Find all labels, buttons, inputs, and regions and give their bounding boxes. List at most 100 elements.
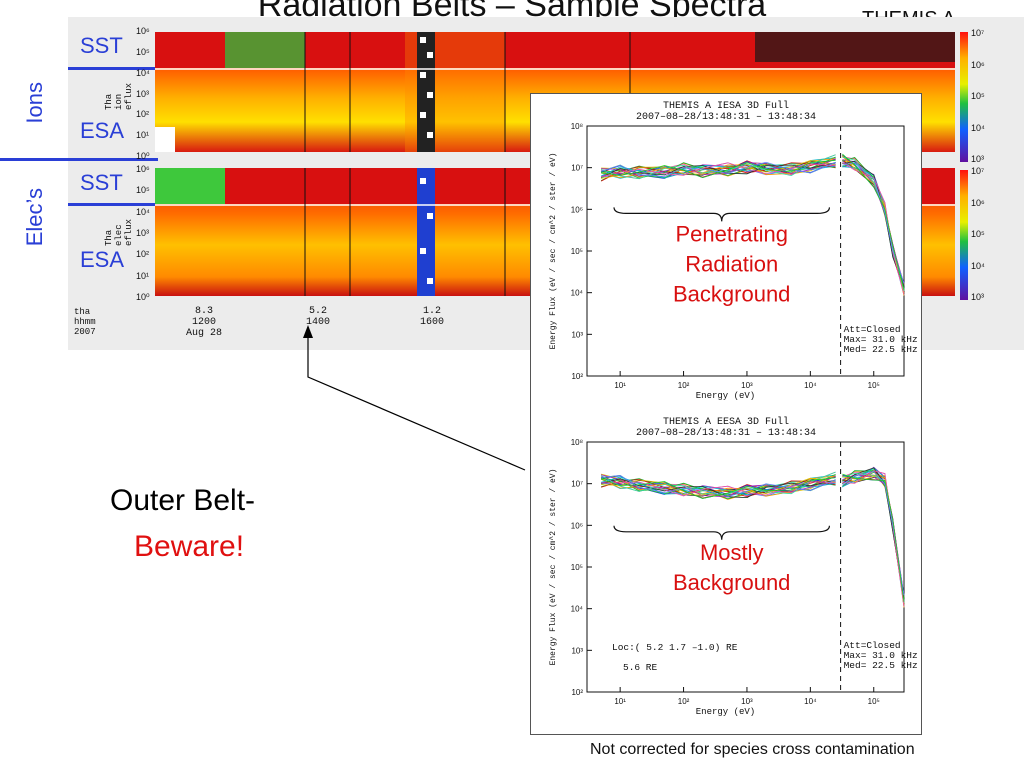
plot0-series-high [842,155,905,289]
elec-spec-y-tick: 10⁵ [136,185,150,196]
plot1-ytick-label: 10⁶ [571,521,583,530]
time-label-1200: 8.3 1200 Aug 28 [185,306,222,339]
plot0-ytick-label: 10⁶ [571,205,583,214]
plot0-annotation-line: Radiation [685,251,778,276]
plot0-annotation-line: Penetrating [675,221,788,246]
plot1-annotation-line: Mostly [700,540,764,565]
divider-ion-elec [0,158,158,161]
plot1-series-high [842,473,905,602]
elec-spec-y-tick: 10¹ [136,270,150,281]
plot0-series-low [601,159,836,179]
plot0-subtitle: 2007–08–28/13:48:31 – 13:48:34 [636,111,816,123]
ion-cb-tick: 10⁶ [971,59,985,70]
plot1-xtick-label: 10² [678,697,690,706]
elec-spec-y-tick: 10² [136,249,150,260]
spectra-plots: THEMIS A IESA 3D Full2007–08–28/13:48:31… [549,100,918,717]
plot0-annotation-line: Background [673,281,790,306]
ion-cb-tick: 10⁷ [971,28,985,38]
plot0-xtick-label: 10² [678,381,690,390]
plot1-ytick-label: 10³ [571,646,583,655]
elec-spec-y-tick: 10⁰ [136,292,150,302]
plot0-series-high [842,153,905,290]
sst-elec-label: SST [80,170,123,195]
elec-spec-y-tick: 10³ [136,228,150,238]
plot1-loc-line2: 5.6 RE [623,662,658,673]
plot0-series-low [601,162,836,178]
plot1-xtick-label: 10¹ [614,697,626,706]
esa-elec-label: ESA [80,247,125,272]
plot1-subtitle: 2007–08–28/13:48:31 – 13:48:34 [636,427,816,439]
plot0-series-high [842,155,905,293]
ion-spec-y-tick: 10⁴ [136,67,150,78]
beware-callout: Beware! [134,530,245,563]
plot1-info-line: Max= 31.0 kHz [844,650,918,661]
plot1-xtick-label: 10⁵ [868,697,880,706]
plot0-ytick-label: 10³ [571,330,583,339]
ion-spec-y-tick: 10⁰ [136,151,150,161]
ion-spec-y-tick: 10⁵ [136,46,150,57]
ion-spectrogram [155,32,955,152]
plot1-title: THEMIS A EESA 3D Full [663,416,789,428]
plot0-series-high [842,160,905,287]
elec-cb-tick: 10³ [971,292,985,302]
plot1-xlabel: Energy (eV) [696,707,755,717]
plot1-ylabel: Energy Flux (eV / sec / cm^2 / ster / eV… [549,469,558,666]
plot0-ylabel: Energy Flux (eV / sec / cm^2 / ster / eV… [549,153,558,350]
elec-spec-y-tick: 10⁶ [136,164,150,174]
plot0-series-high [842,162,905,295]
plot1-ytick-label: 10² [571,688,583,697]
plot0-ytick-label: 10⁴ [571,289,584,298]
plot0-brace [613,207,831,222]
plot0-series-high [842,160,905,291]
plot1-series-high [842,470,905,607]
sst-ion-label: SST [80,33,123,58]
esa-ion-label: ESA [80,118,125,143]
plot1-ytick-label: 10⁴ [571,605,584,614]
elec-cb-tick: 10⁴ [971,260,985,271]
elec-cb-tick: 10⁷ [971,166,985,176]
plot0-series-high [842,160,905,285]
plot0-ytick-label: 10⁵ [571,247,583,256]
plot1-info-line: Att=Closed [844,640,901,651]
plot1-brace [613,525,831,540]
spectra-inset: THEMIS A IESA 3D Full 2007–08–28/13:48:31… [530,93,922,735]
elec-cb-tick: 10⁶ [971,197,985,208]
plot0-ytick-label: 10² [571,372,583,381]
plot1-series-low [600,475,836,497]
plot0-title: THEMIS A IESA 3D Full [663,100,789,112]
elec-cb-tick: 10⁵ [971,229,985,239]
divider-sst-esa-ion [68,67,158,70]
plot1-series-low [601,481,836,497]
plot1-series-low [600,477,836,499]
plot0-info-line: Med= 22.5 kHz [844,344,918,355]
plot0-info-line: Max= 31.0 kHz [844,334,918,345]
plot1-info-line: Med= 22.5 kHz [844,660,918,671]
plot1-ytick-label: 10⁷ [571,480,583,489]
divider-sst-esa-elec [68,203,158,206]
electron-colorbar [960,170,968,300]
time-label-1400: 5.2 1400 [305,306,330,328]
plot0-series-high [842,159,905,291]
plot0-series-low [601,158,836,179]
outer-belt-callout: Outer Belt- [110,484,256,517]
plot0-xtick-label: 10⁴ [804,381,817,390]
ion-spec-y-tick: 10² [136,109,150,120]
plot1-annotation-line: Background [673,570,790,595]
plot1-loc-line1: Loc:( 5.2 1.7 –1.0) RE [612,642,738,653]
ion-spec-y-tick: 10⁶ [136,26,150,36]
plot1-ytick-label: 10⁸ [571,438,583,447]
time-axis-row-labels: tha hhmm 2007 [74,307,96,337]
plot1-ytick-label: 10⁵ [571,563,583,572]
ion-cb-tick: 10⁵ [971,91,985,101]
plot0-xtick-label: 10¹ [614,381,626,390]
ion-colorbar [960,32,968,162]
plot0-xlabel: Energy (eV) [696,391,755,401]
plot0-series-high [842,162,905,284]
plot1-xtick-label: 10³ [741,697,753,706]
plot0-xtick-label: 10³ [741,381,753,390]
plot0-info-line: Att=Closed [844,324,901,335]
ion-spec-y-tick: 10³ [136,88,150,99]
ion-cb-tick: 10³ [971,154,985,164]
plot0-ytick-label: 10⁷ [571,164,583,173]
